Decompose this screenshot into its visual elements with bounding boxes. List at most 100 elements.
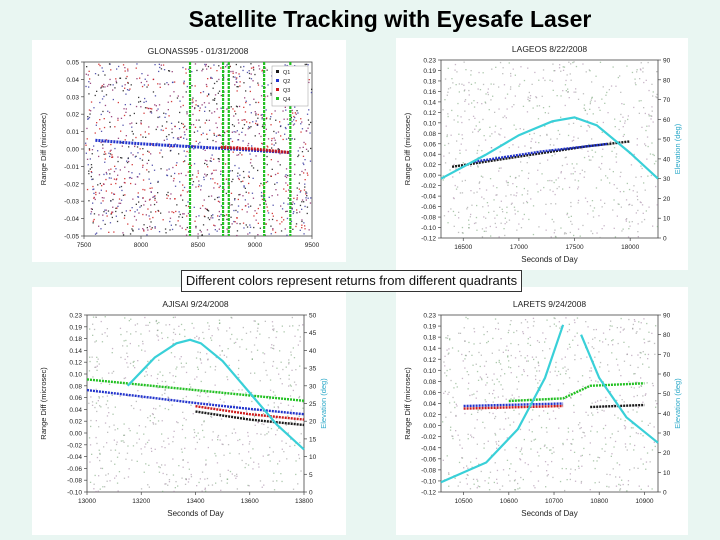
chart0-noise-point [236, 230, 239, 232]
chart0-noise-point [179, 111, 181, 114]
chart0-noise-point [239, 174, 241, 176]
chart0-noise-point [293, 197, 295, 199]
chart3-noise-point [601, 448, 603, 450]
chart1-noise-point [607, 112, 609, 114]
chart2-noise-point [126, 362, 128, 364]
chart1-noise-point [537, 118, 540, 120]
chart3-noise-point [505, 398, 507, 400]
chart3-noise-point [486, 382, 488, 384]
chart1-noise-point [529, 100, 531, 102]
chart2-noise-point [161, 332, 163, 334]
chart1-noise-point [530, 147, 532, 149]
chart2-noise-point [300, 433, 302, 435]
chart2-noise-point [150, 375, 152, 377]
chart0-noise-point [271, 137, 273, 140]
chart3-noise-point [568, 392, 571, 394]
chart1-noise-point [486, 202, 489, 204]
chart1-noise-point [470, 213, 472, 216]
chart0-noise-point [185, 72, 187, 74]
chart0-noise-point [280, 125, 282, 127]
chart0-noise-point [199, 107, 201, 109]
chart0-noise-point [110, 69, 112, 71]
chart1-noise-point [468, 81, 470, 84]
chart1-noise-point [528, 100, 530, 102]
chart1-noise-point [505, 117, 507, 119]
chart0-noise-point [265, 223, 267, 225]
chart3-noise-point [510, 354, 512, 357]
chart0-title: GLONASS95 - 01/31/2008 [148, 46, 249, 56]
chart0-noise-point [109, 78, 111, 81]
chart1-noise-point [566, 163, 568, 165]
chart2-noise-point [271, 321, 274, 323]
chart0-noise-point [230, 70, 232, 73]
chart0-noise-point [165, 127, 167, 129]
chart0-noise-point [252, 80, 254, 82]
chart3-noise-point [636, 394, 638, 397]
chart1-noise-point [528, 157, 530, 159]
chart1-noise-point [560, 172, 562, 174]
chart2-noise-point [262, 455, 264, 457]
chart3-noise-point [573, 319, 576, 321]
chart0-noise-point [225, 66, 227, 68]
chart1-noise-point [551, 218, 553, 221]
chart1-noise-point [637, 223, 639, 225]
chart0-noise-point [166, 194, 168, 196]
chart1-noise-point [645, 129, 647, 132]
chart0-noise-point [273, 144, 275, 146]
chart3-noise-point [466, 371, 468, 373]
chart0-noise-point [194, 107, 196, 110]
chart1-noise-point [513, 104, 515, 106]
chart3-noise-point [636, 331, 638, 333]
chart0-noise-point [104, 74, 106, 76]
chart0-noise-point [88, 148, 91, 150]
chart0-noise-point [142, 136, 144, 138]
chart1-noise-point [506, 108, 508, 110]
chart0-noise-point [234, 76, 236, 78]
chart0-noise-point [185, 91, 187, 93]
chart0-noise-point [290, 116, 292, 119]
chart0-noise-point [142, 228, 144, 230]
chart0-noise-point [219, 134, 221, 137]
chart0-noise-point [190, 164, 192, 167]
chart0-noise-point [297, 150, 299, 152]
chart0-noise-point [230, 106, 232, 108]
chart2-noise-point [289, 384, 291, 386]
chart0-noise-point [228, 184, 230, 186]
chart3-noise-point [473, 327, 475, 330]
chart1-noise-point [489, 126, 491, 128]
chart3-noise-point [616, 327, 618, 329]
chart0-noise-point [122, 234, 125, 236]
chart2-noise-point [300, 470, 302, 472]
chart1-noise-point [562, 188, 564, 190]
chart2-noise-point [219, 354, 221, 356]
chart0-noise-point [215, 141, 217, 143]
chart0-noise-point [291, 109, 293, 112]
chart0-noise-point [252, 167, 255, 169]
chart0-noise-point [209, 129, 211, 131]
chart2-noise-point [89, 360, 91, 363]
chart1-noise-point [586, 130, 588, 132]
chart3-y2-tick-label: 40 [663, 411, 671, 418]
chart0-noise-point [304, 179, 306, 181]
chart2-noise-point [128, 468, 130, 470]
chart0-noise-point [178, 211, 180, 213]
chart0-noise-point [251, 145, 253, 147]
chart3-noise-point [455, 415, 457, 417]
chart0-noise-point [170, 122, 173, 124]
chart3-noise-point [640, 458, 642, 460]
chart2-noise-point [162, 472, 164, 475]
chart0-noise-point [90, 211, 93, 213]
chart0-noise-point [106, 173, 108, 175]
chart0-noise-point [162, 129, 164, 132]
chart2-noise-point [182, 459, 184, 461]
chart1-noise-point [596, 121, 598, 123]
chart0-noise-point [282, 138, 284, 141]
chart1-noise-point [598, 106, 600, 109]
chart3-noise-point [598, 481, 600, 483]
chart2-noise-point [112, 370, 115, 373]
chart0-noise-point [133, 215, 136, 218]
chart0-noise-point [98, 155, 100, 158]
chart1-noise-point [535, 96, 537, 98]
chart0-noise-point [311, 88, 313, 90]
chart2-noise-point [185, 395, 187, 398]
